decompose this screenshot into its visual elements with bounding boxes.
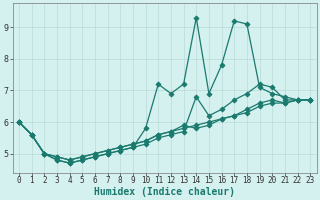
X-axis label: Humidex (Indice chaleur): Humidex (Indice chaleur) [94, 186, 235, 197]
